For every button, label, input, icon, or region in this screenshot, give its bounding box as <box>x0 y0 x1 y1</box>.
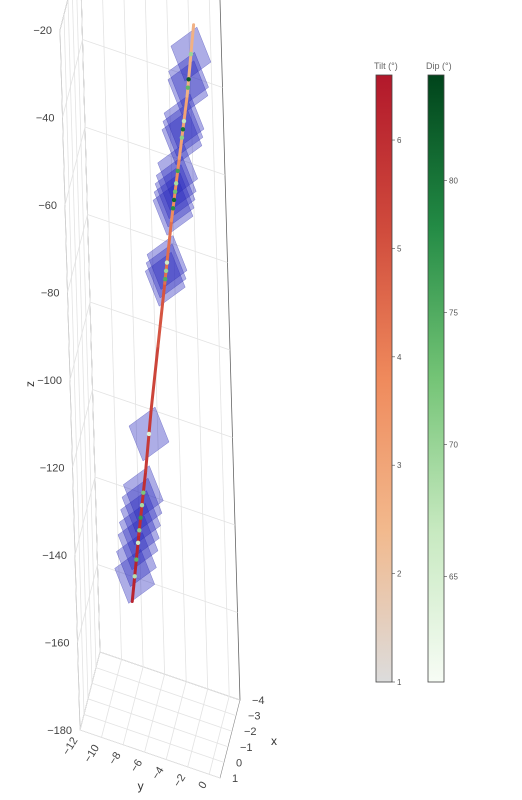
grid-line-x <box>72 0 233 732</box>
z-tick-label: −20 <box>33 25 52 37</box>
colorbar-tick-label: 3 <box>397 461 402 470</box>
z-tick-label: −160 <box>45 638 70 650</box>
grid-line-x <box>80 0 241 701</box>
z-axis-title: z <box>23 381 37 387</box>
fracture-marker <box>172 189 178 194</box>
colorbar-tick-label: 2 <box>397 570 402 579</box>
fracture-marker <box>135 540 141 546</box>
grid-line-x <box>59 29 221 779</box>
fracture-marker <box>181 118 187 124</box>
z-tick-label: −100 <box>37 375 62 387</box>
colorbar-tick-label: 65 <box>449 572 458 581</box>
colorbar-tick-label: 70 <box>449 440 458 449</box>
colorbar-tick-label: 6 <box>397 136 402 145</box>
grid-line-z <box>59 0 220 31</box>
x-axis-title: x <box>271 734 277 748</box>
z-tick-label: −140 <box>42 550 67 562</box>
fracture-marker <box>138 515 143 520</box>
fracture-marker <box>139 503 145 508</box>
colorbar-title: Tilt (°) <box>374 61 398 71</box>
fracture-marker <box>175 168 180 174</box>
colorbar-tick-label: 5 <box>397 244 402 253</box>
x-tick-label: −2 <box>244 726 257 738</box>
fracture-marker <box>134 557 139 562</box>
x-tick-label: −1 <box>240 742 253 754</box>
colorbar-title: Dip (°) <box>426 61 452 71</box>
colorbar-0 <box>375 74 393 683</box>
y-axis-title: y <box>138 779 144 793</box>
y-tick-label: −8 <box>107 750 124 767</box>
fracture-marker <box>186 77 191 82</box>
x-tick-label: −3 <box>248 711 261 723</box>
fracture-marker <box>171 197 177 203</box>
fracture-marker <box>141 490 146 495</box>
grid-lines <box>59 0 241 779</box>
fracture-marker <box>164 260 170 265</box>
colorbar-tick-label: 1 <box>397 678 402 687</box>
well-path-segment <box>156 281 167 348</box>
back-wall <box>80 0 241 701</box>
fracture-marker <box>132 574 137 579</box>
x-tick-label: −4 <box>252 695 265 707</box>
y-tick-label: −12 <box>60 735 80 757</box>
well-path-segment <box>149 344 160 411</box>
fracture-marker <box>170 206 176 211</box>
z-tick-label: −60 <box>38 200 57 212</box>
grid-line-x <box>76 0 237 716</box>
well-path-segment <box>185 23 196 98</box>
colorbar-tick-label: 75 <box>449 309 458 318</box>
z-tick-label: −40 <box>36 113 55 125</box>
z-tick-label: −80 <box>41 288 60 300</box>
colorbars: Tilt (°) 1 2 3 4 5 6 Dip (°) 65 70 75 80 <box>374 61 458 687</box>
y-tick-label: −4 <box>150 765 167 782</box>
grid-line-x <box>63 14 225 763</box>
x-tick-label: 0 <box>236 757 242 769</box>
z-tick-label: −180 <box>47 725 72 737</box>
fracture-marker <box>137 528 142 533</box>
fracture-marker <box>146 431 152 437</box>
fracture-marker <box>188 51 194 57</box>
y-tick-label: −10 <box>82 743 102 765</box>
well-path <box>130 23 196 604</box>
y-tick-label: −2 <box>171 772 188 789</box>
fracture-marker <box>180 127 186 132</box>
fracture-marker <box>163 268 169 274</box>
x-tick-label: 1 <box>232 773 238 785</box>
colorbar-tick-label: 80 <box>449 177 458 186</box>
z-tick-label: −120 <box>40 463 65 475</box>
grid-line-x <box>67 0 229 748</box>
colorbar-1 <box>427 74 445 683</box>
fracture-marker <box>185 85 191 90</box>
colorbar-tick-label: 4 <box>397 353 402 362</box>
y-tick-label: 0 <box>196 780 209 792</box>
well-path-segment <box>130 532 141 604</box>
fracture-marker <box>162 277 168 282</box>
fracture-marker <box>179 135 185 140</box>
y-tick-label: −6 <box>128 757 145 774</box>
well-path-segment <box>144 407 153 474</box>
fracture-marker <box>173 181 179 186</box>
